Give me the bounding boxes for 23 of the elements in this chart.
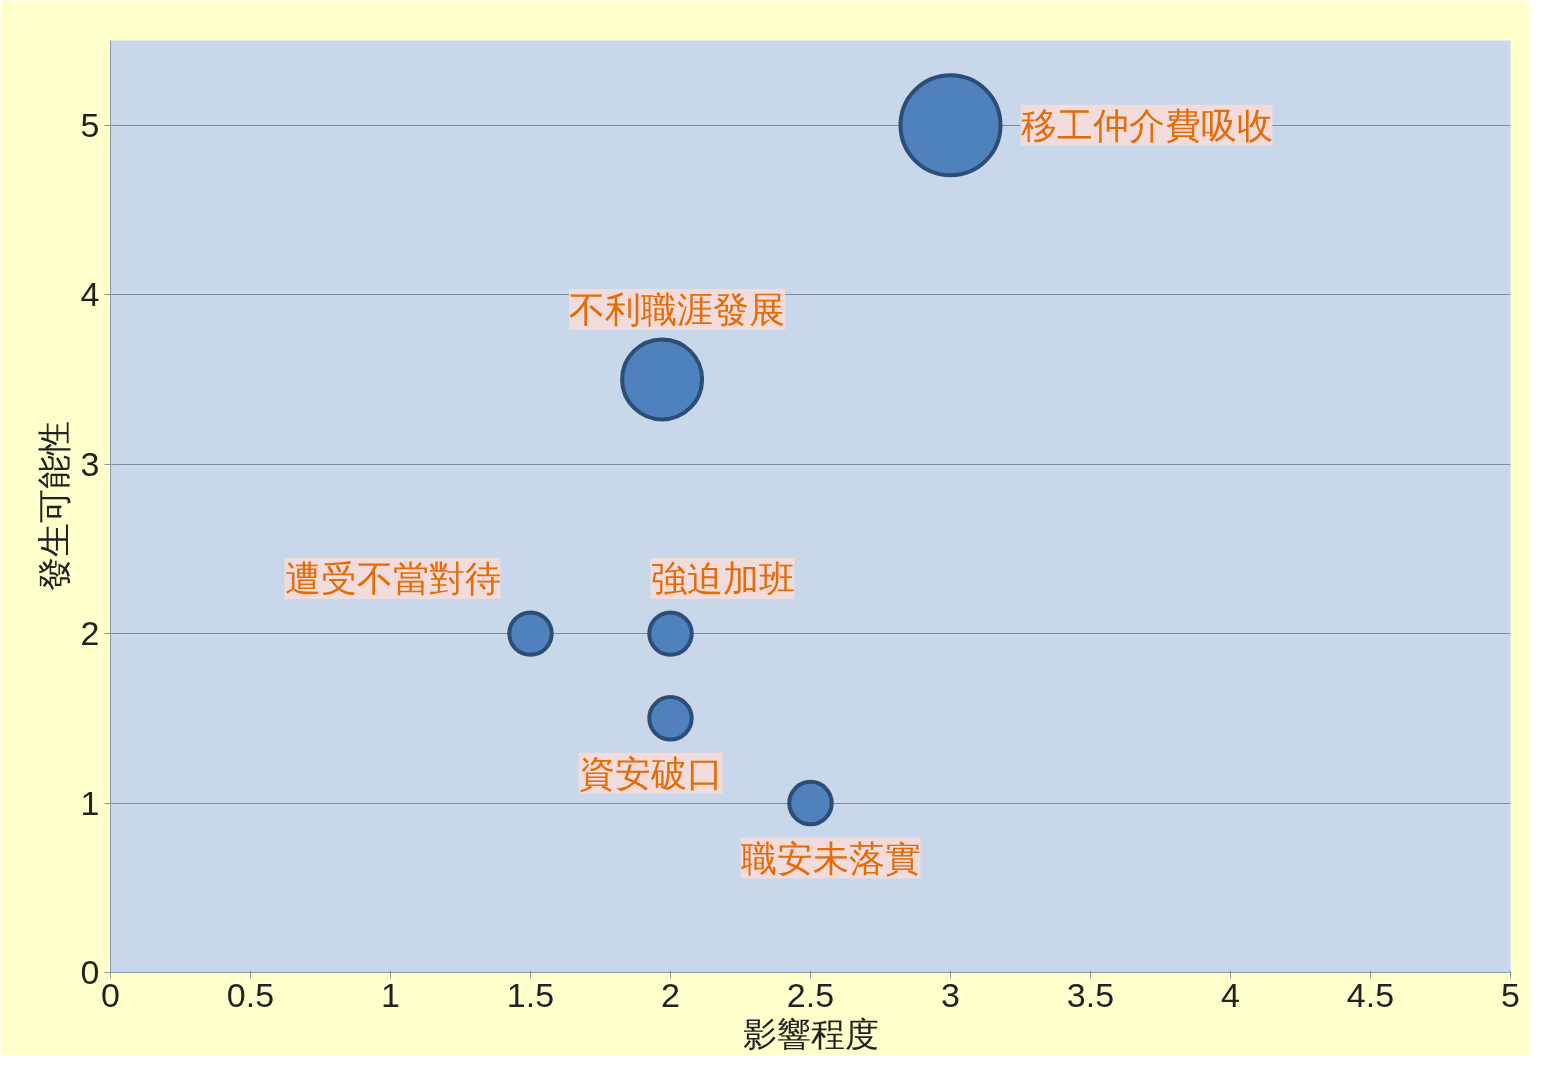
annotation: 不利職涯發展	[569, 288, 786, 330]
annotation: 遭受不當對待	[284, 558, 501, 600]
annotation: 強迫加班	[650, 558, 795, 600]
annotation: 職安未落實	[740, 837, 921, 879]
x-tick-label: 3.5	[1066, 975, 1115, 1014]
annotation: 移工仲介費吸收	[1020, 104, 1273, 146]
x-tick-label: 1.5	[506, 975, 555, 1014]
x-tick-label: 2	[661, 975, 680, 1014]
y-tick-label: 4	[80, 275, 100, 314]
y-tick-label: 1	[80, 783, 100, 822]
x-axis-title: 影響程度	[742, 1014, 879, 1053]
annotation: 資安破口	[578, 752, 723, 794]
x-tick-label: 1	[381, 975, 400, 1014]
x-tick-label: 5	[1501, 975, 1520, 1014]
y-tick-label: 3	[80, 444, 100, 483]
x-tick-label: 4	[1221, 975, 1240, 1014]
x-tick-label: 4.5	[1346, 975, 1395, 1014]
x-tick-label: 2.5	[786, 975, 835, 1014]
y-tick-label: 2	[80, 614, 100, 653]
x-tick-label: 0.5	[226, 975, 275, 1014]
y-axis-title: 發生可能性	[34, 421, 73, 592]
x-tick-label: 3	[941, 975, 960, 1014]
y-tick-label: 5	[80, 105, 100, 144]
